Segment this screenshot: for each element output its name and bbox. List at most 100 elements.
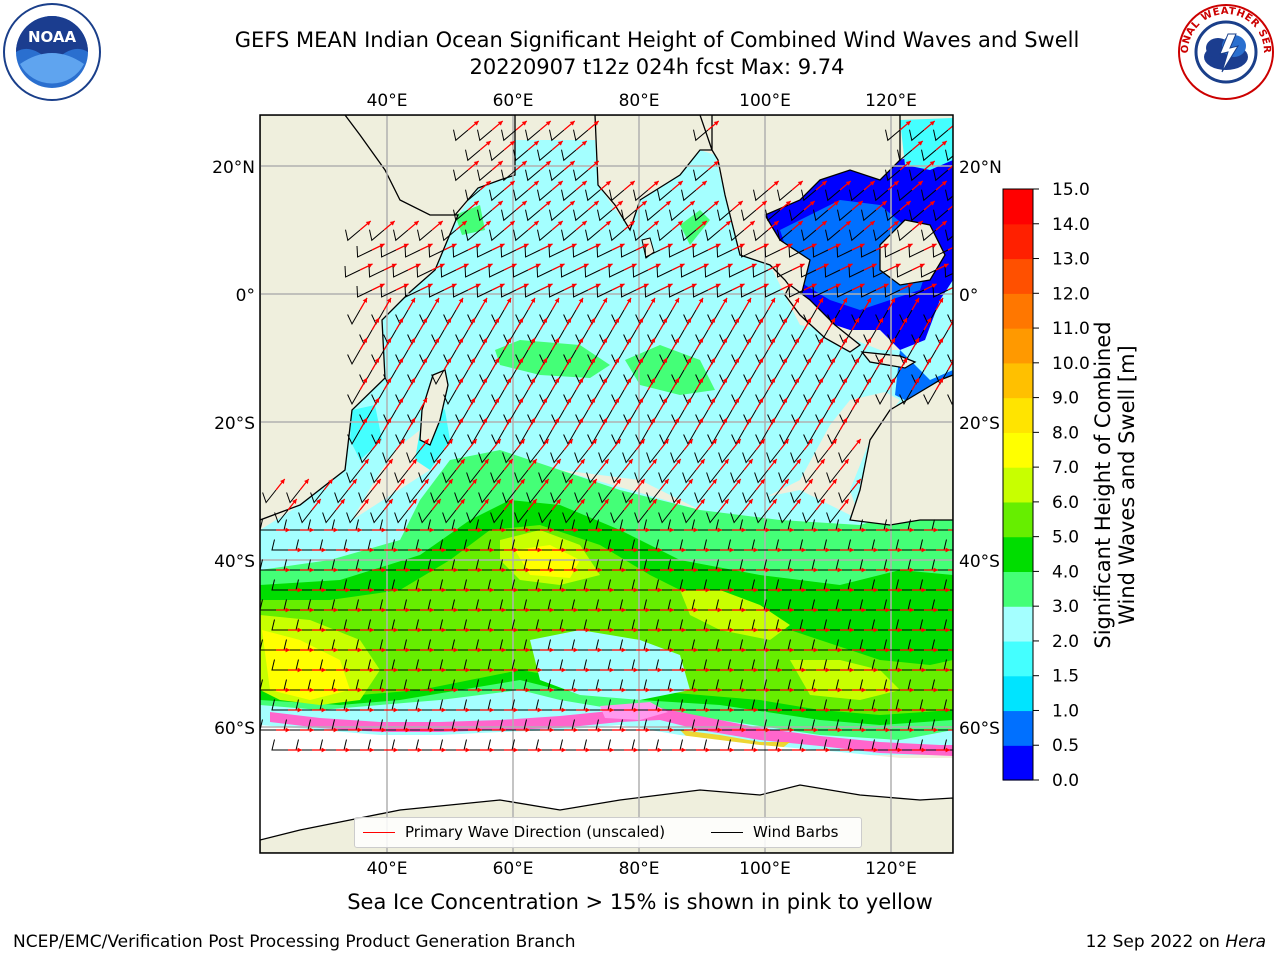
wave-arrow-head xyxy=(729,667,734,673)
wave-arrow-head xyxy=(544,439,549,444)
wave-arrow-head xyxy=(746,417,751,423)
wave-arrow-head xyxy=(573,527,578,533)
wind-barb xyxy=(923,389,937,405)
wave-arrow-head xyxy=(861,687,866,693)
wind-barb xyxy=(418,509,433,524)
lat-tick-right: 20°S xyxy=(959,414,1000,434)
wave-arrow-head xyxy=(465,627,470,633)
lon-tick-bottom: 60°E xyxy=(493,859,534,879)
wave-arrow-head xyxy=(681,547,686,553)
wave-arrow-head xyxy=(400,439,405,444)
wave-arrow-head xyxy=(849,747,854,753)
wave-arrow-head xyxy=(741,527,746,533)
wave-arrow-head xyxy=(956,244,961,248)
colorbar-swatch xyxy=(1003,640,1033,677)
wind-barb xyxy=(873,229,889,242)
wave-arrow-head xyxy=(568,439,573,444)
wind-barb xyxy=(393,229,409,242)
wind-barb xyxy=(908,245,925,258)
wave-arrow-head xyxy=(573,567,578,573)
wave-arrow-head xyxy=(513,747,518,753)
wave-arrow-head xyxy=(914,297,919,303)
lat-tick-right: 0° xyxy=(959,286,978,306)
wave-arrow-head xyxy=(333,607,338,613)
wind-barb xyxy=(933,209,949,222)
wind-barb xyxy=(706,469,721,484)
wind-barb xyxy=(933,129,949,142)
wind-barb xyxy=(693,129,709,142)
legend-red-line xyxy=(363,832,395,833)
wave-arrow-head xyxy=(847,263,853,268)
wind-barb xyxy=(682,509,697,524)
wave-arrow-head xyxy=(280,479,285,484)
wind-barb xyxy=(596,285,613,298)
wind-barb xyxy=(490,509,505,524)
wave-arrow-head xyxy=(621,687,626,693)
wave-arrow-head xyxy=(393,667,398,673)
wave-arrow-head xyxy=(367,263,373,268)
colorbar-swatches xyxy=(1003,189,1033,781)
wave-arrow-head xyxy=(970,588,974,593)
wave-arrow-head xyxy=(883,283,889,288)
wave-arrow-head xyxy=(499,283,505,288)
wave-arrow-head xyxy=(677,221,683,226)
wind-barb xyxy=(885,209,901,222)
wave-arrow-head xyxy=(657,587,662,593)
wave-arrow-head xyxy=(489,627,494,633)
wave-arrow-head xyxy=(530,417,535,423)
wind-barb xyxy=(513,189,529,202)
wave-arrow-head xyxy=(748,499,753,504)
wave-arrow-head xyxy=(873,747,878,753)
wave-arrow-head xyxy=(391,263,397,268)
wave-arrow-head xyxy=(388,499,393,504)
wind-barb xyxy=(394,469,409,484)
lon-tick-top: 40°E xyxy=(367,91,408,111)
wave-arrow-head xyxy=(734,317,739,323)
national-weather-service-logo: NATIONAL WEATHER SERVICE xyxy=(1176,2,1274,100)
wind-barb xyxy=(514,509,529,524)
wave-arrow-head xyxy=(713,201,719,206)
wind-barb xyxy=(453,169,469,182)
wave-arrow-head xyxy=(857,201,863,206)
wave-arrow-head xyxy=(376,479,381,484)
wind-barb xyxy=(441,229,457,242)
wave-arrow-head xyxy=(482,337,487,343)
colorbar-tick-label: 15.0 xyxy=(1052,180,1090,200)
wave-arrow-head xyxy=(842,337,847,343)
wave-arrow-head xyxy=(909,607,914,613)
wave-arrow-head xyxy=(811,283,817,288)
wind-barb xyxy=(646,489,661,504)
wave-arrow-head xyxy=(631,263,637,268)
wave-arrow-head xyxy=(945,627,950,633)
wave-arrow-head xyxy=(463,263,469,268)
wind-barb xyxy=(801,229,817,242)
wave-arrow-head xyxy=(506,297,511,303)
wave-arrow-head xyxy=(758,357,763,363)
wave-arrow-head xyxy=(410,377,415,383)
wave-arrow-head xyxy=(321,667,326,673)
wave-arrow-head xyxy=(700,459,705,464)
wave-arrow-head xyxy=(451,243,457,248)
wave-arrow-head xyxy=(820,499,825,504)
wave-arrow-head xyxy=(753,587,758,593)
wave-arrow-head xyxy=(753,547,758,553)
wave-arrow-head xyxy=(629,181,635,186)
wave-arrow-head xyxy=(422,397,427,403)
wave-arrow-head xyxy=(921,627,926,633)
wind-barb xyxy=(765,209,781,222)
wave-arrow-head xyxy=(297,587,302,593)
wave-arrow-head xyxy=(645,567,650,573)
wave-arrow-head xyxy=(473,201,479,206)
wave-arrow-head xyxy=(921,667,926,673)
wave-arrow-head xyxy=(796,499,801,504)
wave-arrow-head xyxy=(369,707,374,713)
wind-barb xyxy=(478,449,493,464)
wave-arrow-head xyxy=(849,627,854,633)
colorbar-swatch xyxy=(1003,536,1033,573)
wave-arrow-head xyxy=(533,221,539,226)
wind-barb xyxy=(525,169,541,182)
wave-arrow-head xyxy=(717,687,722,693)
wave-arrow-head xyxy=(424,439,429,444)
wave-arrow-head xyxy=(837,687,842,693)
wave-arrow-head xyxy=(569,201,575,206)
